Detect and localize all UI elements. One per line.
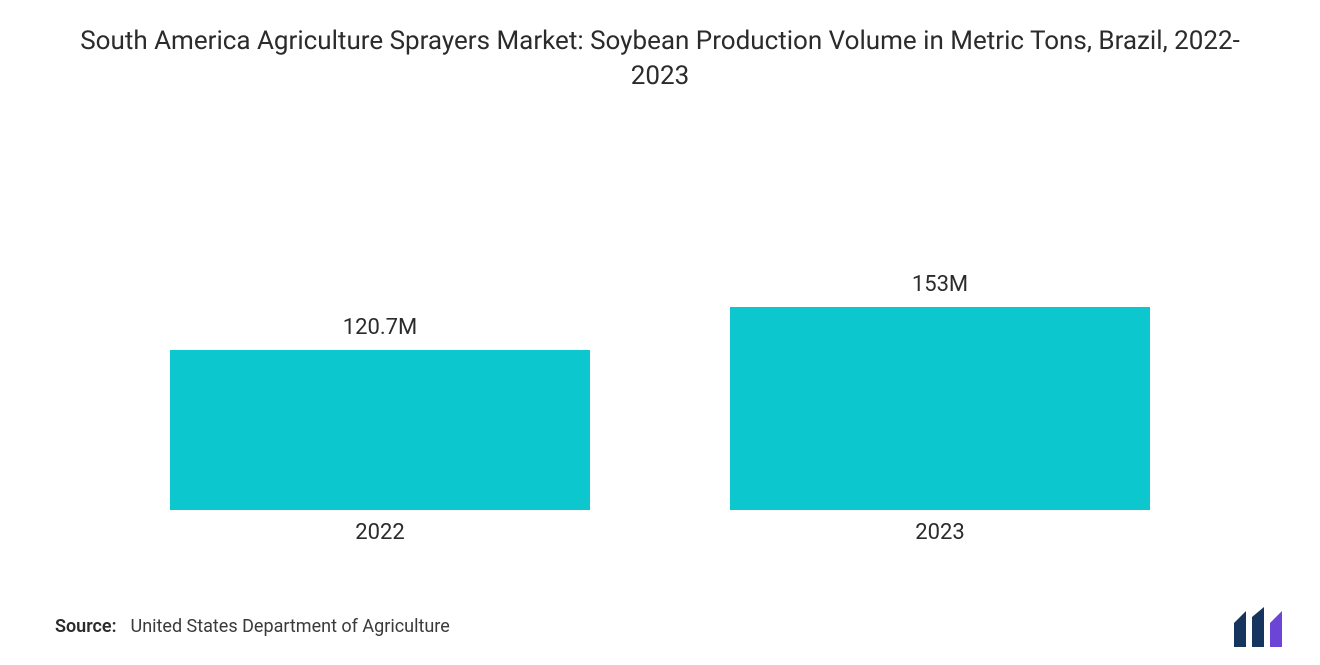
bar-chart: 120.7M 2022 153M 2023 <box>0 130 1320 545</box>
chart-title: South America Agriculture Sprayers Marke… <box>60 24 1260 94</box>
bar-rect <box>730 307 1150 510</box>
source-text: United States Department of Agriculture <box>131 616 450 637</box>
bar-category-label: 2022 <box>355 520 404 545</box>
bar-value-label: 153M <box>912 272 968 297</box>
source-footer: Source: United States Department of Agri… <box>55 616 450 637</box>
bar-category-label: 2023 <box>915 520 964 545</box>
bar-rect <box>170 350 590 510</box>
bar-value-label: 120.7M <box>343 315 417 340</box>
source-label: Source: <box>55 616 117 637</box>
bar-2023: 153M 2023 <box>730 272 1150 545</box>
bar-2022: 120.7M 2022 <box>170 315 590 545</box>
brand-logo-icon <box>1232 607 1288 647</box>
